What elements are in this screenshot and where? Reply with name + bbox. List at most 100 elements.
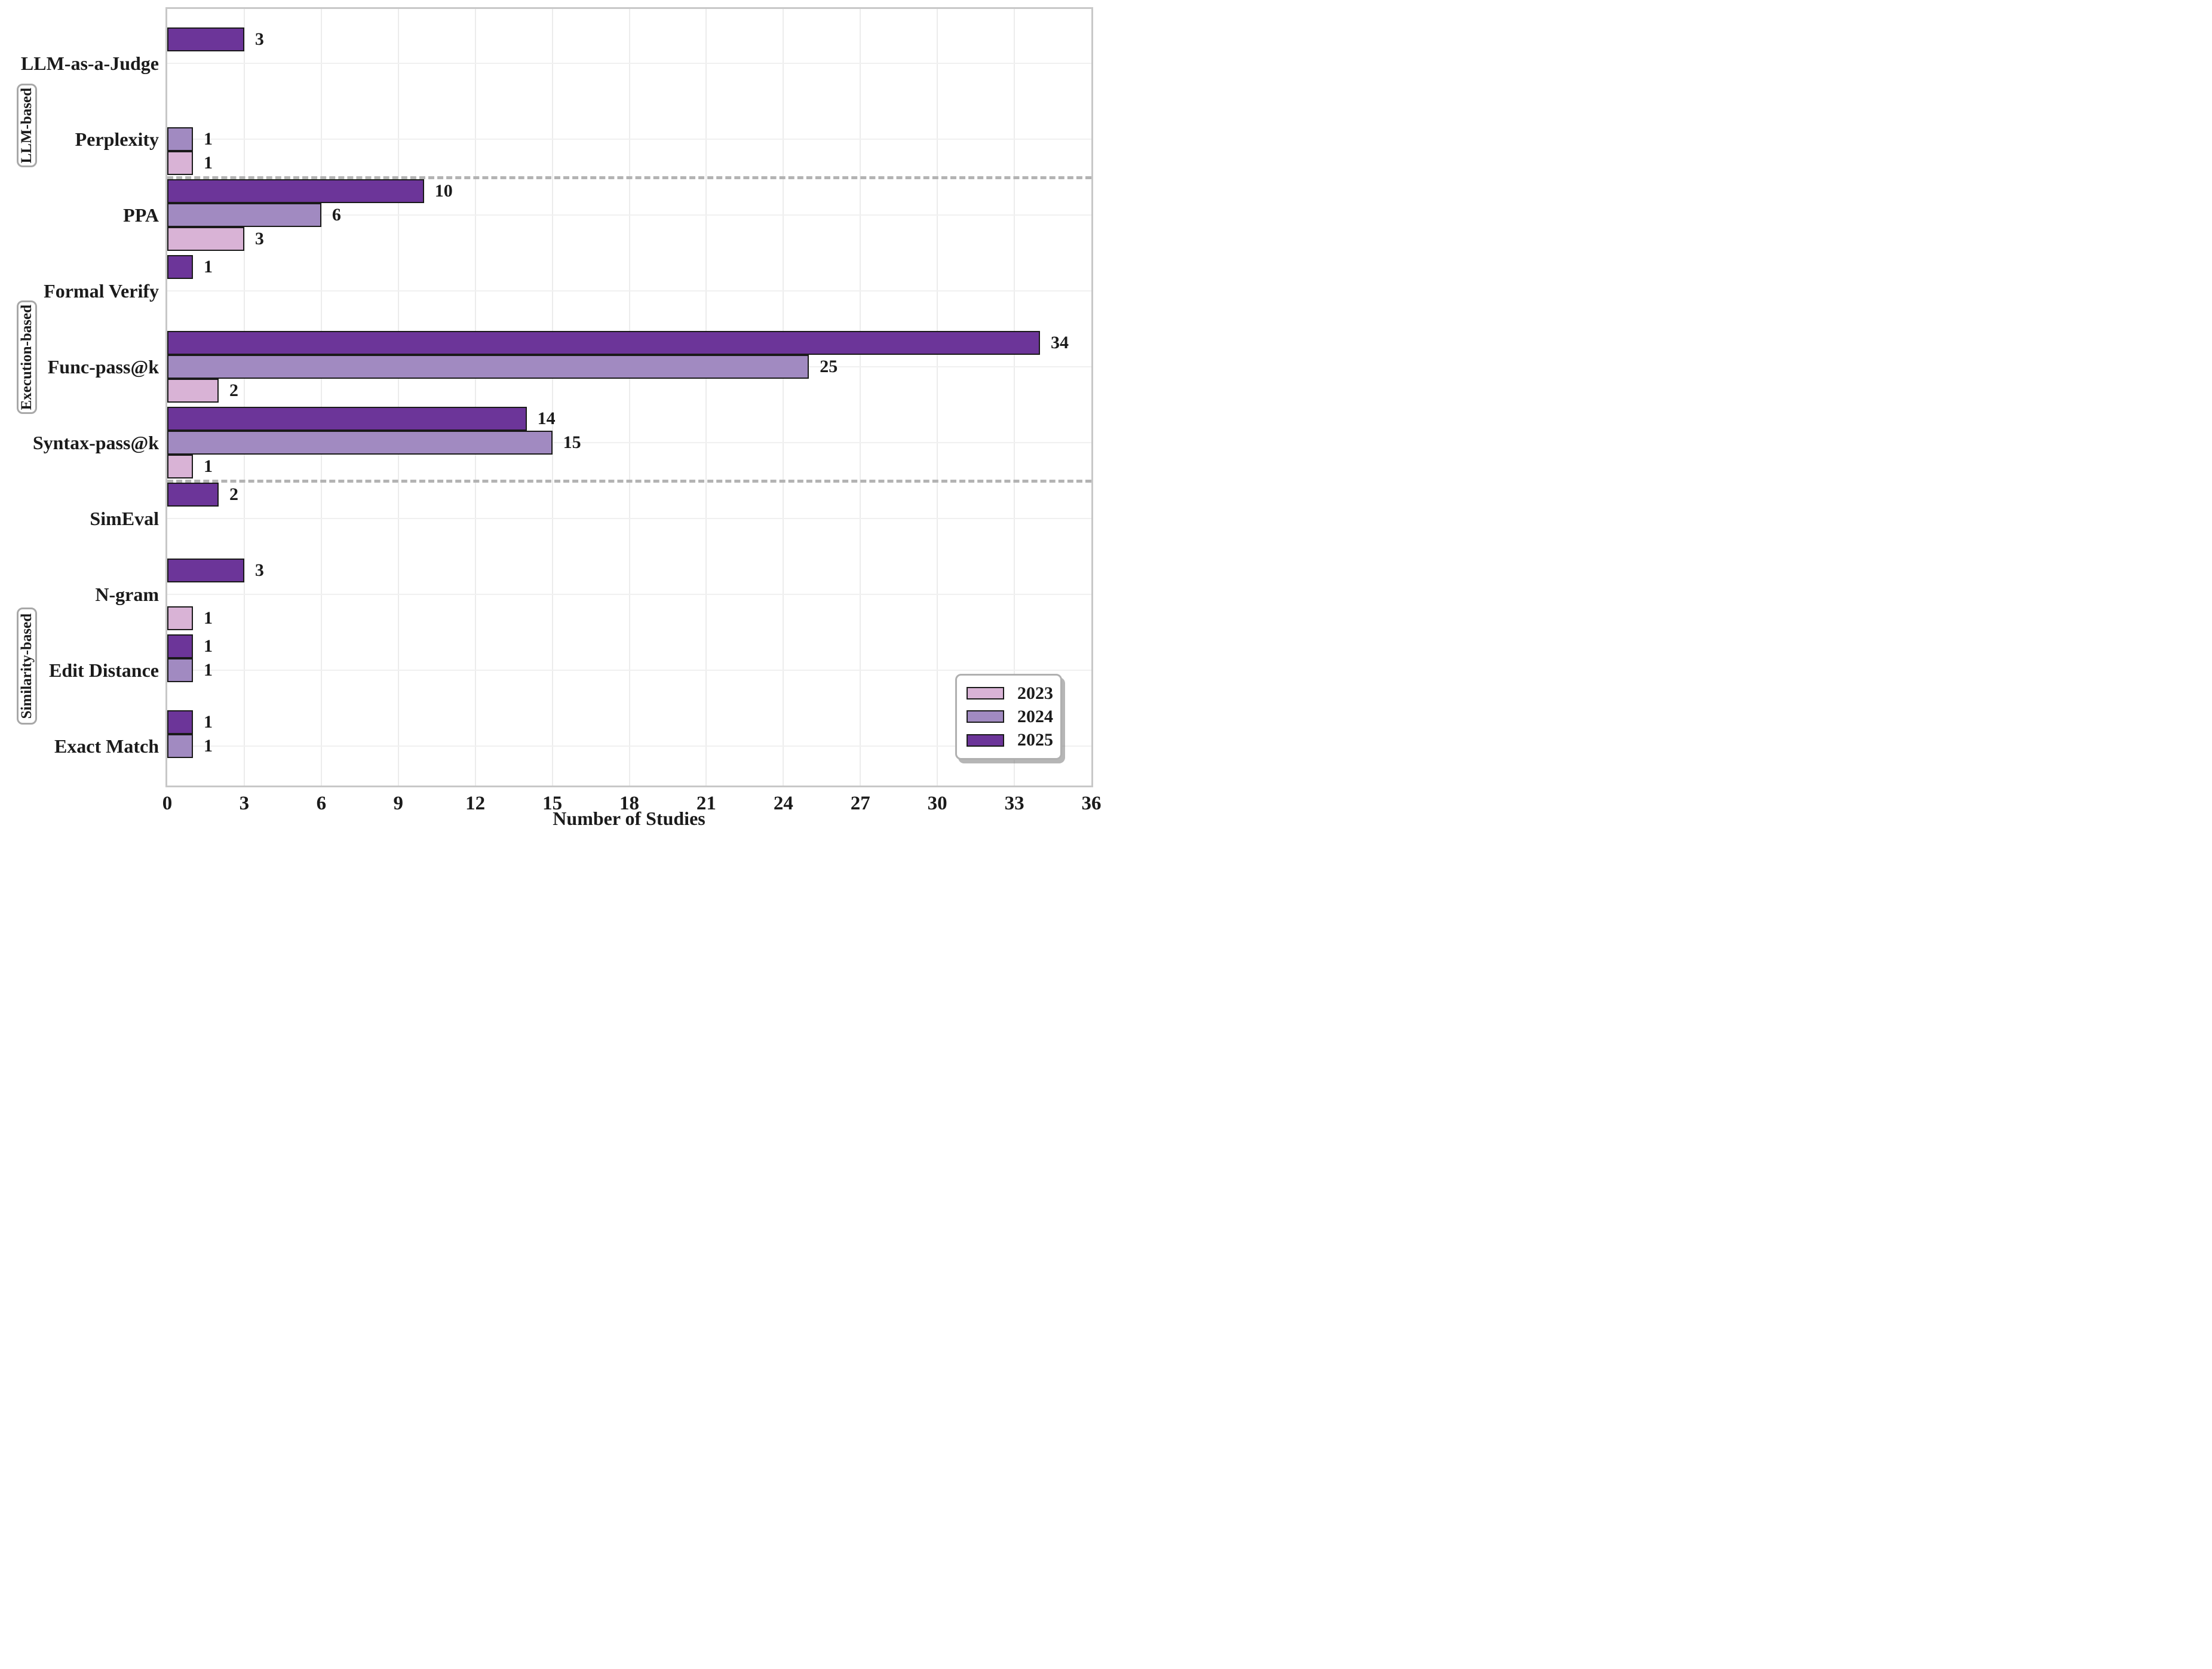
- category-label: SimEval: [90, 508, 159, 529]
- x-tick-label: 27: [850, 793, 870, 814]
- bar: [167, 355, 809, 379]
- category-label: LLM-as-a-Judge: [20, 53, 159, 74]
- bar: [167, 179, 424, 203]
- bar: [167, 227, 244, 251]
- x-tick-label: 36: [1081, 793, 1102, 814]
- bar: [167, 559, 244, 582]
- legend-entry: 2023: [967, 683, 1053, 704]
- bar-value-label: 25: [820, 357, 838, 376]
- x-tick-label: 21: [696, 793, 716, 814]
- bar-value-label: 1: [203, 129, 213, 149]
- legend-swatch: [967, 734, 1004, 747]
- bar: [167, 331, 1041, 355]
- group-section-label: LLM-based: [19, 87, 35, 164]
- vertical-gridline: [320, 9, 322, 786]
- legend-entry: 2024: [967, 706, 1053, 727]
- x-tick-label: 24: [773, 793, 793, 814]
- x-tick-label: 18: [619, 793, 639, 814]
- bar: [167, 606, 193, 630]
- section-separator-dashed-line: [167, 480, 1091, 483]
- bar-value-label: 1: [203, 456, 213, 476]
- x-tick-label: 15: [542, 793, 563, 814]
- vertical-gridline: [397, 9, 399, 786]
- bar-value-label: 10: [434, 181, 453, 201]
- legend-swatch: [967, 687, 1004, 700]
- category-label: Edit Distance: [49, 659, 159, 681]
- horizontal-gridline: [167, 745, 1091, 747]
- bar-value-label: 3: [254, 29, 264, 49]
- x-tick-label: 33: [1004, 793, 1024, 814]
- legend-swatch: [967, 710, 1004, 723]
- vertical-gridline: [474, 9, 476, 786]
- section-separator-dashed-line: [167, 176, 1091, 179]
- legend-label: 2025: [1017, 730, 1053, 750]
- group-section-label: Similarity-based: [19, 613, 35, 719]
- category-label: Func-pass@k: [47, 356, 159, 378]
- bar: [167, 710, 193, 734]
- horizontal-gridline: [167, 214, 1091, 216]
- bar-value-label: 1: [203, 712, 213, 732]
- bar-value-label: 15: [563, 432, 581, 452]
- bar-value-label: 34: [1051, 333, 1069, 352]
- x-axis-title: Number of Studies: [553, 808, 705, 829]
- category-label: N-gram: [95, 584, 159, 605]
- bar-value-label: 14: [537, 409, 556, 428]
- bar-value-label: 1: [203, 736, 213, 756]
- category-label: PPA: [123, 204, 159, 226]
- bar-value-label: 3: [254, 560, 264, 580]
- x-tick-label: 12: [465, 793, 486, 814]
- bar-value-label: 6: [332, 205, 341, 225]
- bar: [167, 658, 193, 682]
- vertical-gridline: [860, 9, 861, 786]
- bar: [167, 255, 193, 279]
- category-label: Exact Match: [54, 735, 159, 757]
- group-section-box: LLM-based: [17, 84, 37, 167]
- x-tick-label: 0: [162, 793, 173, 814]
- bar: [167, 734, 193, 758]
- category-label: Perplexity: [75, 128, 159, 150]
- bar: [167, 431, 553, 455]
- bar-value-label: 2: [229, 484, 238, 504]
- vertical-gridline: [551, 9, 553, 786]
- vertical-gridline: [243, 9, 245, 786]
- horizontal-gridline: [167, 442, 1091, 443]
- legend-label: 2024: [1017, 706, 1053, 726]
- vertical-gridline: [628, 9, 630, 786]
- bar: [167, 127, 193, 151]
- legend-label: 2023: [1017, 683, 1053, 703]
- horizontal-gridline: [167, 139, 1091, 140]
- bar-chart-figure: 1 3 2 1 1 1 6 25 15 1 1 3 10 1 34 14 2 3 1 1 LLM-as-a-Judge P…: [0, 0, 1106, 834]
- bar-value-label: 2: [229, 381, 238, 400]
- group-section-label: Execution-based: [19, 304, 35, 410]
- bar-value-label: 3: [254, 229, 264, 248]
- horizontal-gridline: [167, 290, 1091, 292]
- bar: [167, 151, 193, 175]
- bar: [167, 203, 321, 227]
- group-section-box: Similarity-based: [17, 608, 37, 725]
- legend-entry: 2025: [967, 730, 1053, 750]
- category-label: Formal Verify: [44, 280, 159, 302]
- bar: [167, 483, 219, 507]
- bar-value-label: 1: [203, 660, 213, 680]
- horizontal-gridline: [167, 63, 1091, 64]
- legend-box: 2023 2024 2025: [955, 674, 1062, 760]
- bar: [167, 634, 193, 658]
- x-tick-label: 9: [393, 793, 404, 814]
- horizontal-gridline: [167, 670, 1091, 671]
- horizontal-gridline: [167, 518, 1091, 519]
- vertical-gridline: [783, 9, 784, 786]
- bar-value-label: 1: [203, 608, 213, 628]
- vertical-gridline: [1014, 9, 1016, 786]
- bar: [167, 455, 193, 478]
- category-label: Syntax-pass@k: [32, 432, 159, 453]
- bar: [167, 407, 527, 431]
- bar-value-label: 1: [203, 636, 213, 656]
- x-tick-label: 3: [239, 793, 250, 814]
- horizontal-gridline: [167, 594, 1091, 595]
- x-tick-label: 30: [927, 793, 947, 814]
- vertical-gridline: [705, 9, 707, 786]
- bar: [167, 379, 219, 403]
- x-tick-label: 6: [316, 793, 327, 814]
- bar-value-label: 1: [203, 257, 213, 277]
- vertical-gridline: [937, 9, 938, 786]
